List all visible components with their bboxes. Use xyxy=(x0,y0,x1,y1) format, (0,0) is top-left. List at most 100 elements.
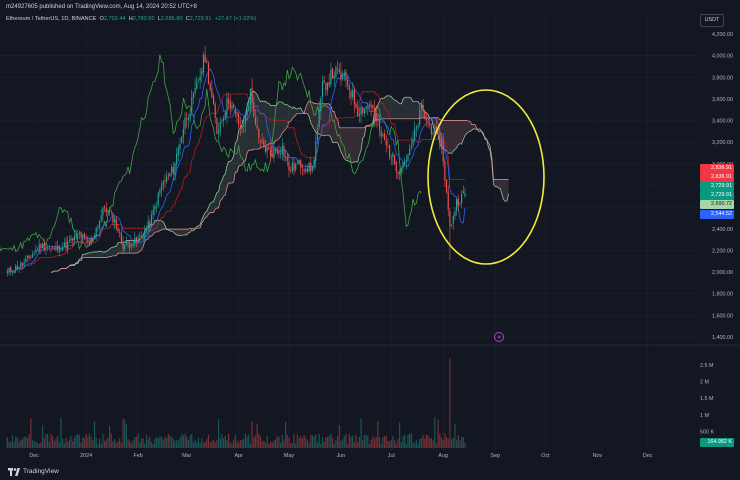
candle-body xyxy=(372,105,374,108)
volume-bar xyxy=(166,437,168,448)
candle-body xyxy=(191,96,193,112)
price-axis-label: 4,000.00 xyxy=(712,54,733,60)
volume-bar xyxy=(253,437,255,448)
volume-bar xyxy=(6,436,8,448)
candle-body xyxy=(337,68,339,70)
tradingview-logo-icon[interactable] xyxy=(8,468,20,476)
candle-body xyxy=(100,215,102,221)
candle-body xyxy=(25,258,27,263)
symbol-name[interactable]: Ethereum / TetherUS, 1D, BINANCE xyxy=(6,16,97,22)
volume-bar xyxy=(67,441,69,448)
volume-bar xyxy=(80,442,82,448)
candle-body xyxy=(392,153,394,158)
candle-body xyxy=(169,173,171,176)
volume-bar xyxy=(221,434,223,448)
candle-body xyxy=(103,207,106,209)
candle-body xyxy=(246,110,248,116)
volume-bar xyxy=(92,440,94,448)
candle-body xyxy=(452,216,454,224)
brand-name[interactable]: TradingView xyxy=(23,468,59,475)
volume-bar xyxy=(382,436,384,448)
candle-body xyxy=(102,207,104,216)
volume-bar xyxy=(78,435,81,448)
volume-bar xyxy=(60,417,62,448)
candle-body xyxy=(414,129,416,141)
volume-bar xyxy=(337,435,339,448)
volume-bar xyxy=(55,438,57,448)
time-axis-label: Oct xyxy=(541,453,550,459)
volume-bar xyxy=(450,439,453,448)
volume-bar xyxy=(150,442,153,448)
candle-body xyxy=(144,229,146,237)
candle-body xyxy=(80,231,82,238)
volume-bar xyxy=(407,435,409,448)
volume-bar xyxy=(31,440,34,448)
candle-body xyxy=(233,104,235,108)
volume-bar xyxy=(112,441,114,448)
candle-body xyxy=(362,106,364,113)
candle-body xyxy=(58,246,60,252)
volume-bar xyxy=(100,443,102,448)
candle-body xyxy=(110,211,112,212)
volume-bar xyxy=(365,434,367,448)
volume-bar xyxy=(274,439,277,448)
volume-bar xyxy=(295,443,297,448)
volume-bar xyxy=(313,436,315,448)
volume-bar xyxy=(41,425,44,448)
candle-body xyxy=(315,141,317,161)
volume-bar xyxy=(333,443,335,448)
volume-bar xyxy=(135,436,138,448)
price-axis-label: 1,800.00 xyxy=(712,292,733,298)
candle-body xyxy=(360,106,362,115)
volume-bar xyxy=(212,440,215,448)
volume-bar xyxy=(395,443,397,448)
candle-body xyxy=(132,244,134,246)
lightning-event-icon[interactable] xyxy=(494,332,504,342)
candle-body xyxy=(258,128,260,139)
candle-body xyxy=(78,232,81,235)
candle-body xyxy=(310,163,312,172)
lagging-span-line xyxy=(0,54,422,253)
volume-series xyxy=(6,358,466,448)
candle-body xyxy=(199,76,201,81)
candle-body xyxy=(437,130,439,132)
candle-body xyxy=(380,130,382,137)
candle-body xyxy=(162,181,164,185)
volume-bar xyxy=(50,433,52,448)
candle-body xyxy=(157,192,159,206)
candle-body xyxy=(124,244,126,250)
candle-body xyxy=(120,232,122,242)
volume-bar xyxy=(456,440,458,448)
low-value: 2,685.80 xyxy=(160,16,183,22)
price-axis-label: 2,400.00 xyxy=(712,227,733,233)
candle-body xyxy=(325,83,327,91)
price-axis-label: 4,200.00 xyxy=(712,32,733,38)
volume-bar xyxy=(238,442,240,448)
price-axis-label: 2,200.00 xyxy=(712,248,733,254)
volume-bar xyxy=(425,434,428,448)
volume-bar xyxy=(223,438,225,448)
base-line xyxy=(7,91,465,273)
volume-bar xyxy=(318,433,320,448)
price-axis-label: 3,200.00 xyxy=(712,140,733,146)
volume-bar xyxy=(33,441,35,448)
candle-body xyxy=(358,114,360,117)
volume-bar xyxy=(129,440,131,448)
candle-body xyxy=(172,166,174,174)
candle-body xyxy=(189,112,191,120)
candle-body xyxy=(373,107,376,113)
volume-bar xyxy=(211,440,213,448)
price-tag: 2,836.91 xyxy=(700,173,734,182)
candle-body xyxy=(461,193,463,204)
candle-body xyxy=(400,167,402,173)
time-axis[interactable]: Dec 2024 Feb Mar Apr May Jun Jul Aug Sep Oct Nov Dec xyxy=(29,453,652,459)
candle-body xyxy=(20,262,22,268)
candle-body xyxy=(328,82,330,86)
candle-body xyxy=(375,113,377,122)
volume-bar xyxy=(63,443,65,448)
candle-body xyxy=(65,242,67,249)
volume-bar xyxy=(293,434,295,448)
currency-button[interactable]: USDT xyxy=(700,14,724,27)
candle-body xyxy=(90,238,92,245)
